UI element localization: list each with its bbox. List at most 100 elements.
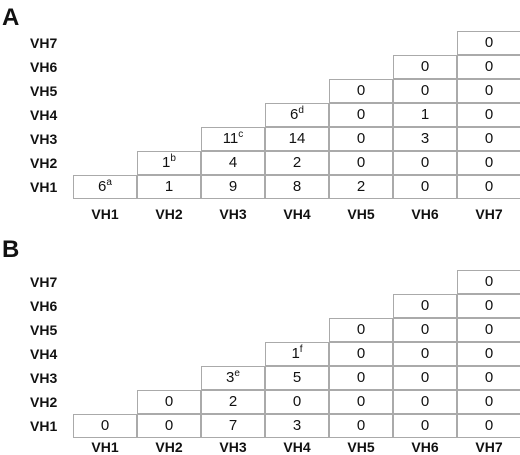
cell-value: 0 bbox=[356, 154, 366, 171]
matrix-cell: 0 bbox=[457, 366, 520, 390]
matrix-cell: 0 bbox=[393, 414, 457, 438]
row-label: VH3 bbox=[30, 370, 58, 386]
matrix-cell: 0 bbox=[457, 31, 520, 55]
cell-footnote-marker: a bbox=[106, 177, 112, 188]
matrix-cell: 9 bbox=[201, 175, 265, 199]
cell-value: 1 bbox=[162, 154, 171, 171]
cell-value: 0 bbox=[356, 321, 366, 338]
cell-value: 0 bbox=[420, 345, 430, 362]
matrix-cell: 0 bbox=[329, 103, 393, 127]
matrix-cell: 0 bbox=[457, 270, 520, 294]
matrix-cell: 0 bbox=[73, 414, 137, 438]
matrix-cell: 11c bbox=[201, 127, 265, 151]
cell-value: 0 bbox=[484, 369, 494, 386]
cell-value: 3 bbox=[292, 417, 302, 434]
column-label: VH6 bbox=[411, 206, 439, 222]
matrix-cell: 0 bbox=[393, 151, 457, 175]
cell-value: 0 bbox=[484, 34, 494, 51]
cell-value: 0 bbox=[420, 417, 430, 434]
column-label: VH3 bbox=[219, 206, 247, 222]
matrix-cell: 1 bbox=[137, 175, 201, 199]
row-label: VH5 bbox=[30, 83, 58, 99]
matrix-cell: 0 bbox=[329, 366, 393, 390]
cell-value: 0 bbox=[164, 417, 174, 434]
matrix-cell: 1b bbox=[137, 151, 201, 175]
matrix-cell: 0 bbox=[457, 414, 520, 438]
cell-value: 2 bbox=[292, 154, 302, 171]
matrix-cell: 6d bbox=[265, 103, 329, 127]
column-label: VH7 bbox=[475, 206, 503, 222]
matrix-cell: 0 bbox=[329, 151, 393, 175]
matrix-cell: 5 bbox=[265, 366, 329, 390]
matrix-cell: 0 bbox=[393, 79, 457, 103]
matrix-cell: 2 bbox=[329, 175, 393, 199]
cell-footnote-marker: d bbox=[298, 105, 304, 116]
matrix-cell: 3 bbox=[265, 414, 329, 438]
matrix-cell: 0 bbox=[393, 342, 457, 366]
cell-value: 0 bbox=[484, 393, 494, 410]
cell-value: 0 bbox=[420, 154, 430, 171]
matrix-cell: 3e bbox=[201, 366, 265, 390]
cell-value: 0 bbox=[484, 178, 494, 195]
matrix-cell: 0 bbox=[457, 318, 520, 342]
matrix-cell: 0 bbox=[457, 79, 520, 103]
cell-value: 3 bbox=[420, 130, 430, 147]
column-label: VH7 bbox=[475, 439, 503, 455]
cell-value: 9 bbox=[228, 178, 238, 195]
column-label: VH5 bbox=[347, 206, 375, 222]
matrix-cell: 0 bbox=[265, 390, 329, 414]
row-label: VH4 bbox=[30, 107, 58, 123]
matrix-cell: 0 bbox=[393, 390, 457, 414]
cell-value: 1 bbox=[291, 345, 300, 362]
cell-value: 0 bbox=[420, 82, 430, 99]
cell-value: 0 bbox=[484, 321, 494, 338]
cell-value: 0 bbox=[420, 393, 430, 410]
cell-value: 2 bbox=[228, 393, 238, 410]
cell-value: 0 bbox=[356, 345, 366, 362]
cell-value: 0 bbox=[484, 58, 494, 75]
matrix-cell: 0 bbox=[393, 175, 457, 199]
matrix-cell: 0 bbox=[329, 414, 393, 438]
cell-value: 0 bbox=[484, 106, 494, 123]
matrix-cell: 0 bbox=[329, 390, 393, 414]
matrix-cell: 7 bbox=[201, 414, 265, 438]
cell-value: 0 bbox=[356, 417, 366, 434]
matrix-cell: 2 bbox=[201, 390, 265, 414]
matrix-cell: 0 bbox=[329, 318, 393, 342]
cell-value: 0 bbox=[484, 417, 494, 434]
cell-value: 8 bbox=[292, 178, 302, 195]
column-label: VH1 bbox=[91, 439, 119, 455]
cell-value: 0 bbox=[484, 82, 494, 99]
panel-label: B bbox=[2, 236, 20, 263]
cell-value: 0 bbox=[292, 393, 302, 410]
matrix-cell: 0 bbox=[457, 294, 520, 318]
row-label: VH2 bbox=[30, 155, 58, 171]
matrix-cell: 4 bbox=[201, 151, 265, 175]
matrix-cell: 0 bbox=[393, 55, 457, 79]
cell-value: 11 bbox=[222, 130, 239, 147]
cell-value: 0 bbox=[420, 297, 430, 314]
matrix-cell: 3 bbox=[393, 127, 457, 151]
row-label: VH2 bbox=[30, 394, 58, 410]
matrix-cell: 0 bbox=[457, 175, 520, 199]
cell-value: 0 bbox=[420, 369, 430, 386]
matrix-cell: 8 bbox=[265, 175, 329, 199]
cell-value: 0 bbox=[484, 297, 494, 314]
matrix-cell: 2 bbox=[265, 151, 329, 175]
cell-value: 0 bbox=[420, 58, 430, 75]
matrix-cell: 0 bbox=[329, 79, 393, 103]
matrix-cell: 1 bbox=[393, 103, 457, 127]
cell-value: 1 bbox=[164, 178, 174, 195]
matrix-cell: 0 bbox=[457, 390, 520, 414]
row-label: VH1 bbox=[30, 418, 58, 434]
panel-label: A bbox=[2, 4, 20, 31]
matrix-cell: 0 bbox=[457, 151, 520, 175]
cell-value: 5 bbox=[292, 369, 302, 386]
column-label: VH4 bbox=[283, 439, 311, 455]
cell-value: 0 bbox=[484, 345, 494, 362]
column-label: VH2 bbox=[155, 439, 183, 455]
cell-footnote-marker: f bbox=[299, 344, 303, 355]
cell-value: 6 bbox=[290, 106, 299, 123]
cell-value: 14 bbox=[288, 130, 306, 147]
cell-value: 4 bbox=[228, 154, 238, 171]
